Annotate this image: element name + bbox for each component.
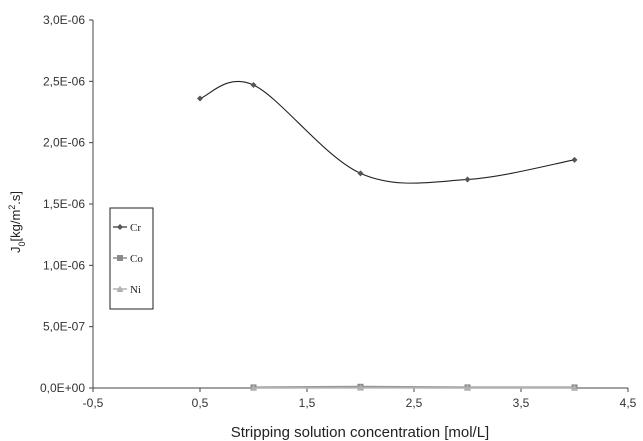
series-ni — [250, 384, 578, 391]
y-title-sup: 2 — [7, 205, 17, 210]
legend-label-cr: Cr — [130, 222, 141, 234]
legend-label-co: Co — [130, 253, 143, 265]
series-cr-point — [197, 95, 203, 102]
x-tick-label: 2,5 — [406, 396, 423, 410]
y-title-main: J — [8, 247, 23, 254]
y-title-sub: 0 — [17, 242, 27, 247]
y-title-unit1: [kg/m — [8, 210, 23, 242]
series-cr-point — [571, 156, 578, 163]
series-ni-point — [571, 384, 578, 391]
y-tick-label: 5,0E-07 — [43, 320, 85, 334]
series-cr — [197, 80, 578, 184]
legend-marker-co — [117, 255, 123, 261]
y-tick-label: 2,0E-06 — [43, 136, 85, 150]
x-tick-label: 4,5 — [620, 396, 637, 410]
series-cr-point — [357, 170, 364, 177]
series-cr-point — [464, 176, 471, 183]
y-axis-ticks: 0,0E+00 5,0E-07 1,0E-06 1,5E-06 2,0E-06 2,5E-… — [40, 13, 93, 395]
x-tick-label: -0,5 — [83, 396, 104, 410]
series-cr-line — [199, 80, 575, 184]
legend: Cr Co Ni — [109, 207, 154, 310]
y-tick-label: 1,0E-06 — [43, 258, 85, 272]
x-tick-label: 0,5 — [192, 396, 209, 410]
series-cr-point — [250, 82, 257, 89]
legend-marker-cr — [117, 224, 123, 230]
series-ni-point — [250, 384, 257, 391]
legend-label-ni: Ni — [130, 284, 141, 296]
y-tick-label: 2,5E-06 — [43, 74, 85, 88]
y-tick-label: 0,0E+00 — [40, 381, 85, 395]
series-ni-point — [464, 384, 471, 391]
y-axis-title: J0[kg/m2.s] — [7, 191, 27, 253]
x-tick-label: 1,5 — [299, 396, 316, 410]
y-tick-label: 3,0E-06 — [43, 13, 85, 27]
x-axis-title: Stripping solution concentration [mol/L] — [231, 424, 489, 441]
legend-marker-ni — [116, 285, 124, 292]
x-tick-label: 3,5 — [513, 396, 530, 410]
series-layer — [197, 80, 578, 391]
y-tick-label: 1,5E-06 — [43, 197, 85, 211]
series-ni-point — [357, 384, 364, 391]
y-title-unit2: .s] — [8, 191, 23, 205]
x-axis-ticks: -0,5 0,5 1,5 2,5 3,5 4,5 — [83, 388, 637, 410]
